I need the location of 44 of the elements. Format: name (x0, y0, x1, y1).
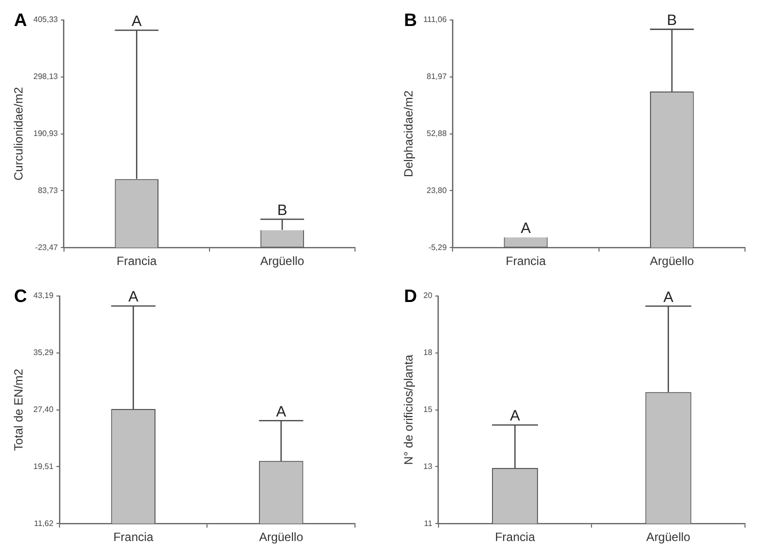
y-tick-label: 190,93 (33, 129, 58, 138)
y-tick-label: -5,29 (428, 242, 448, 252)
y-tick-label: 35,29 (33, 348, 54, 358)
x-tick-label: Francia (506, 254, 546, 268)
x-tick-label: Francia (113, 530, 154, 544)
y-tick-label: 111,06 (423, 15, 448, 24)
y-tick-label: 405,33 (33, 15, 58, 24)
annotation: A (663, 288, 674, 306)
y-tick-label: -23,47 (35, 242, 58, 252)
y-tick-label: 11 (424, 518, 433, 528)
x-tick-label: Francia (494, 530, 536, 544)
y-tick-label: 43,19 (33, 291, 54, 300)
y-axis-title: Total de EN/m2 (12, 368, 26, 451)
x-tick-label: Argüello (650, 254, 694, 268)
y-tick-label: 15 (423, 405, 433, 414)
y-tick-label: 13 (423, 462, 433, 471)
annotation: A (510, 408, 520, 425)
y-tick-label: 20 (423, 291, 433, 300)
x-tick-label: Argüello (646, 530, 691, 544)
y-axis-title: N° de orificios/planta (402, 354, 416, 465)
y-axis-title: Curculionidae/m2 (12, 86, 26, 180)
y-tick-label: 52,88 (426, 129, 448, 138)
chart-title: C (14, 286, 27, 306)
annotation: B (666, 12, 677, 29)
chart-title: B (404, 10, 417, 30)
y-tick-label: 19,51 (33, 462, 54, 471)
annotation: A (128, 288, 138, 306)
y-tick-label: 81,97 (426, 72, 448, 82)
y-axis-title: Delphacidae/m2 (402, 90, 416, 178)
y-tick-label: 83,73 (38, 186, 58, 195)
chart-title: A (14, 10, 27, 30)
x-tick-label: Francia (116, 254, 157, 268)
chart-title: D (404, 286, 417, 306)
annotation: B (277, 202, 288, 219)
annotation: A (132, 12, 142, 30)
y-tick-label: 18 (423, 348, 433, 358)
y-tick-label: 11,62 (34, 518, 54, 528)
x-tick-label: Argüello (259, 530, 304, 544)
y-tick-label: 23,80 (426, 186, 448, 195)
annotation: A (520, 220, 531, 237)
x-tick-label: Argüello (260, 254, 305, 268)
annotation: A (276, 403, 286, 420)
y-tick-label: 27,40 (33, 405, 54, 414)
y-tick-label: 298,13 (33, 72, 58, 82)
